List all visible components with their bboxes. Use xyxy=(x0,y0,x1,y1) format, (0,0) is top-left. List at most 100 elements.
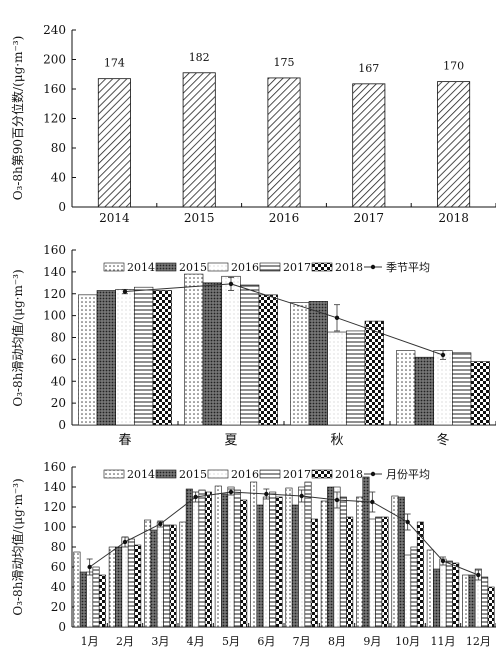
bar-2016 xyxy=(192,496,200,628)
bar-2014 xyxy=(214,485,222,628)
y-tick-label: 60 xyxy=(51,560,66,574)
bar-2015 xyxy=(256,504,264,628)
legend-label: 月份平均 xyxy=(386,468,430,481)
bar-2014 xyxy=(73,551,81,628)
bar-2017 xyxy=(240,284,260,426)
legend-marker xyxy=(370,471,376,477)
legend-label: 2015 xyxy=(179,261,207,274)
y-tick-label: 80 xyxy=(51,331,66,345)
bar-2016 xyxy=(227,486,235,628)
bar-2018 xyxy=(381,516,389,628)
bar-2014 xyxy=(108,546,116,628)
mean-point xyxy=(440,558,446,564)
chart-panel-2: 0 20 40 60 80 100 120 140 160 O₃-8h滑动均值/(μg·m⁻³) 春… xyxy=(10,243,496,448)
bar-2016 xyxy=(327,331,347,426)
bar-2016 xyxy=(115,289,135,426)
bar-2017 xyxy=(134,286,154,426)
mean-point xyxy=(122,539,128,545)
y-axis-label: O₃-8h滑动均值/(μg·m⁻³) xyxy=(10,269,25,406)
y-tick-label: 160 xyxy=(43,243,66,257)
legend-label: 2016 xyxy=(231,468,259,481)
mean-point xyxy=(122,289,128,294)
mean-point xyxy=(334,315,340,321)
legend-label: 2016 xyxy=(231,261,259,274)
x-tick-label: 冬 xyxy=(436,432,449,448)
bar-2015 xyxy=(79,571,87,628)
legend-label: 2014 xyxy=(127,261,155,274)
bar-2016 xyxy=(298,486,306,628)
legend-swatch-2014 xyxy=(103,469,125,479)
legend-label: 2017 xyxy=(283,468,311,481)
data-label: 175 xyxy=(274,56,295,69)
mean-point xyxy=(228,489,234,495)
y-tick-label: 0 xyxy=(58,620,66,634)
y-tick-label: 120 xyxy=(43,287,66,301)
bar-2016 xyxy=(404,554,412,628)
bar-2014 xyxy=(356,496,364,628)
bar-2018 xyxy=(258,294,278,426)
x-tick-label: 2015 xyxy=(184,211,215,225)
x-tick-label: 9月 xyxy=(363,635,381,648)
bar-2017 xyxy=(375,516,383,628)
y-tick-label: 200 xyxy=(43,53,66,67)
y-tick-label: 160 xyxy=(43,460,66,474)
legend-label: 季节平均 xyxy=(386,261,430,274)
legend: 2014 2015 2016 2017 2018 月份平均 xyxy=(103,468,430,481)
bar-2015 xyxy=(96,290,116,426)
x-tick-label: 5月 xyxy=(222,635,240,648)
y-tick-label: 20 xyxy=(51,396,66,410)
x-tick-label: 10月 xyxy=(395,635,420,648)
bar-2017 xyxy=(304,481,312,628)
x-tick-label: 春 xyxy=(118,433,131,448)
bar-2015 xyxy=(433,568,441,628)
x-tick-label: 11月 xyxy=(431,635,456,648)
legend-swatch-2018 xyxy=(311,469,333,479)
legend-swatch-2014 xyxy=(103,262,125,272)
bar-2017 xyxy=(269,491,277,628)
legend-swatch-2015 xyxy=(155,469,177,479)
bar-2015 xyxy=(185,488,193,628)
bar-2018 xyxy=(98,574,106,628)
bar-2016 xyxy=(439,558,447,628)
bar-2017 xyxy=(339,496,347,628)
bar-2014 xyxy=(78,294,98,426)
bar-2017 xyxy=(92,566,100,628)
bar-2014 xyxy=(285,487,293,628)
mean-point xyxy=(476,572,481,578)
legend-label: 2018 xyxy=(335,261,363,274)
mean-line xyxy=(89,491,479,576)
bar-2018 xyxy=(169,524,177,628)
legend-swatch-2018 xyxy=(311,262,333,272)
bar-2017 xyxy=(198,489,206,628)
y-tick-label: 80 xyxy=(51,540,66,554)
bar-2014 xyxy=(320,500,328,628)
y-tick-label: 100 xyxy=(43,520,66,534)
bar-2014 xyxy=(250,481,258,628)
y-tick-label: 40 xyxy=(51,580,66,594)
x-tick-label: 6月 xyxy=(257,635,275,648)
bar-2015 xyxy=(291,504,299,628)
bar-2016 xyxy=(221,275,241,426)
y-tick-label: 140 xyxy=(43,480,66,494)
y-tick-label: 40 xyxy=(51,374,66,388)
x-tick-label: 1月 xyxy=(81,635,99,648)
x-tick-label: 2016 xyxy=(269,211,300,225)
bar-2017 xyxy=(410,546,418,628)
bar-2018 xyxy=(240,499,248,628)
bar-2015 xyxy=(150,529,158,628)
chart-panel-1: 0 40 80 120 160 200 240 O₃-8h第90百分位数/(μg·m⁻³) 20… xyxy=(10,23,496,225)
bar-2014 xyxy=(426,549,434,628)
mean-point xyxy=(193,494,198,500)
mean-point xyxy=(440,352,446,358)
bar-2018 xyxy=(275,496,283,628)
bar-2018 xyxy=(470,361,490,426)
bar-2014 xyxy=(290,302,310,426)
y-tick-label: 120 xyxy=(43,112,66,126)
bar-2015 xyxy=(115,546,123,628)
y-axis-label: O₃-8h滑动均值/(μg·m⁻³) xyxy=(10,478,25,615)
bar xyxy=(352,83,386,208)
bar-2018 xyxy=(152,290,172,426)
legend-swatch-2017 xyxy=(259,469,281,479)
bar-2018 xyxy=(310,518,318,628)
